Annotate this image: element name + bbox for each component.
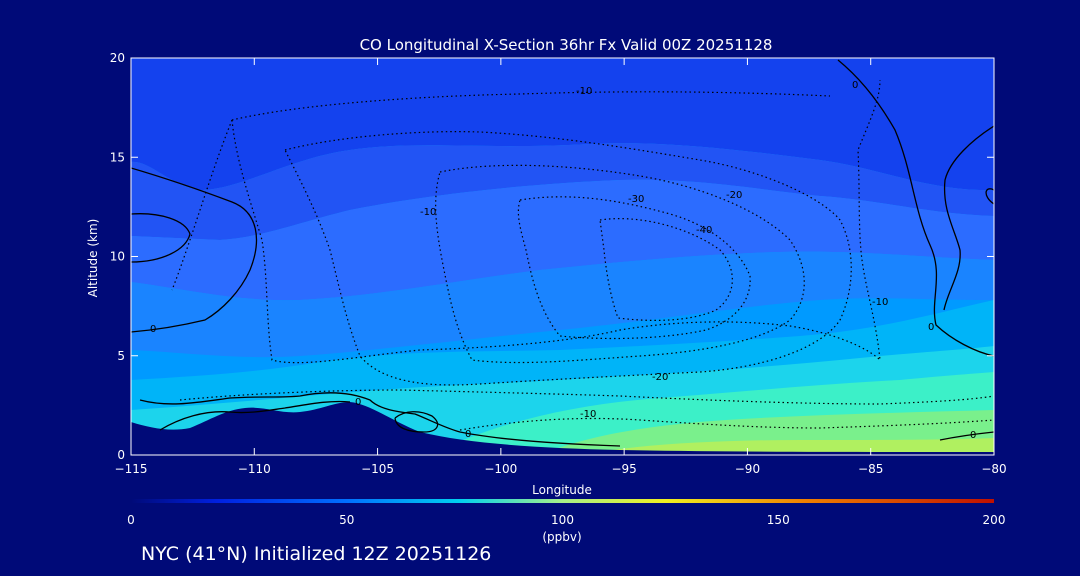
contour-label: 0	[150, 324, 156, 335]
contour-neg10-outer	[231, 79, 881, 364]
negative-contours	[171, 79, 994, 431]
band-mid	[131, 251, 994, 358]
contour-zero-bottom-right	[939, 431, 994, 441]
colorbar-label: (ppbv)	[542, 530, 581, 544]
colorbar-ticks: 0 50 100 150 200	[127, 513, 1005, 527]
x-tick-label: −95	[611, 462, 636, 476]
contour-label: -40	[696, 225, 712, 236]
colorbar-tick-label: 0	[127, 513, 135, 527]
plot-area: -10 -10 -30 -20 -40 -10 -20 -10 0 0 0 0 …	[131, 58, 994, 455]
band-surface-yellow	[580, 438, 994, 455]
contour-zero-surface	[139, 392, 621, 447]
contour-label-group: -10 -10 -30 -20 -40 -10 -20 -10 0 0 0 0 …	[150, 80, 976, 441]
contour-neg10-low	[179, 389, 994, 405]
contour-label: 0	[852, 80, 858, 91]
contour-label: -10	[580, 409, 596, 420]
colorbar-tick-label: 50	[339, 513, 354, 527]
band-mid-high	[131, 179, 994, 301]
x-axis: −115 −110 −105 −100 −95 −90 −85 −80	[115, 58, 1007, 476]
contour-neg40-inner	[599, 218, 733, 321]
x-tick-label: −110	[238, 462, 271, 476]
contour-neg10-surface	[459, 417, 994, 431]
chart-title: CO Longitudinal X-Section 36hr Fx Valid …	[360, 36, 773, 54]
contour-label: -30	[628, 194, 644, 205]
contour-label: -20	[652, 372, 668, 383]
contour-zero-right-b	[943, 125, 994, 311]
location-init-label: NYC (41°N) Initialized 12Z 20251126	[141, 543, 492, 565]
contour-label: -10	[420, 207, 436, 218]
band-upper	[131, 143, 994, 240]
contour-zero-right	[837, 59, 994, 357]
contour-neg40-ring	[517, 196, 751, 340]
colorbar	[131, 499, 994, 503]
y-tick-label: 20	[110, 51, 125, 65]
contour-label: 0	[355, 397, 361, 408]
contour-zero-left-inner	[131, 213, 191, 263]
y-tick-label: 5	[117, 349, 125, 363]
contour-label: 0	[465, 429, 471, 440]
x-tick-label: −80	[981, 462, 1006, 476]
y-tick-label: 15	[110, 150, 125, 164]
y-axis-label: Altitude (km)	[86, 219, 100, 298]
contour-neg-left-dot	[171, 119, 233, 291]
contour-zero-surface-b	[159, 400, 351, 431]
y-tick-label: 10	[110, 250, 125, 264]
x-axis-label: Longitude	[532, 483, 592, 497]
contour-zero-right-c	[985, 188, 994, 205]
contour-zero-left	[131, 167, 257, 333]
band-top	[131, 58, 994, 191]
contour-label: 0	[928, 322, 934, 333]
x-tick-label: −105	[361, 462, 394, 476]
terrain-mask	[131, 402, 994, 455]
contour-label: -10	[872, 297, 888, 308]
contour-label: -10	[576, 86, 592, 97]
colorbar-tick-label: 200	[983, 513, 1006, 527]
x-tick-label: −85	[858, 462, 883, 476]
y-tick-label: 0	[117, 448, 125, 462]
contour-label: -20	[726, 190, 742, 201]
y-axis: 0 5 10 15 20	[110, 51, 994, 462]
contour-label: 0	[970, 430, 976, 441]
colorbar-tick-label: 150	[767, 513, 790, 527]
x-tick-label: −100	[484, 462, 517, 476]
colorbar-tick-label: 100	[551, 513, 574, 527]
contour-zero-loop	[394, 411, 439, 433]
x-tick-label: −90	[735, 462, 760, 476]
x-tick-label: −115	[115, 462, 148, 476]
